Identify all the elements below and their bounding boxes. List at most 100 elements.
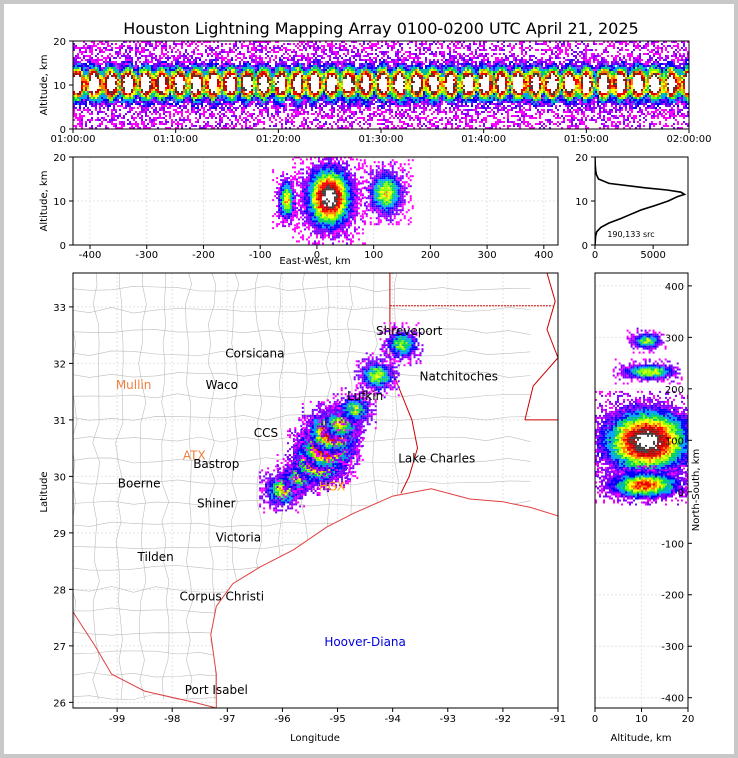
th-cell (181, 109, 183, 111)
th-cell (235, 89, 237, 91)
th-cell (123, 89, 125, 91)
th-cell (223, 63, 225, 65)
th-cell (283, 111, 285, 113)
th-cell (379, 123, 381, 125)
th-cell (289, 93, 291, 95)
th-cell (87, 73, 89, 75)
th-cell (383, 67, 385, 69)
th-cell (263, 89, 265, 91)
th-cell (363, 97, 365, 99)
th-cell (155, 97, 157, 99)
th-cell (211, 77, 213, 79)
th-cell (147, 83, 149, 85)
th-cell (213, 79, 215, 81)
th-cell (383, 79, 385, 81)
th-cell (271, 115, 273, 117)
th-cell (277, 109, 279, 111)
th-cell (339, 81, 341, 83)
th-cell (127, 79, 129, 81)
th-cell (131, 91, 133, 93)
th-cell (151, 83, 153, 85)
th-cell (343, 97, 345, 99)
th-cell (183, 75, 185, 77)
th-cell (295, 93, 297, 95)
th-cell (335, 53, 337, 55)
th-cell (285, 63, 287, 65)
th-cell (99, 105, 101, 107)
th-cell (301, 85, 303, 87)
th-cell (85, 101, 87, 103)
th-cell (105, 67, 107, 69)
th-cell (377, 65, 379, 67)
th-cell (233, 87, 235, 89)
th-cell (221, 95, 223, 97)
th-cell (211, 95, 213, 97)
th-cell (385, 53, 387, 55)
th-cell (367, 93, 369, 95)
th-cell (301, 87, 303, 89)
th-cell (359, 95, 361, 97)
th-cell (151, 125, 153, 127)
th-cell (107, 81, 109, 83)
th-cell (213, 95, 215, 97)
th-cell (185, 95, 187, 97)
th-cell (303, 101, 305, 103)
th-cell (201, 127, 203, 129)
th-cell (247, 115, 249, 117)
th-cell (117, 81, 119, 83)
th-cell (127, 69, 129, 71)
th-cell (147, 41, 149, 43)
th-cell (163, 81, 165, 83)
th-cell (121, 75, 123, 77)
th-cell (141, 111, 143, 113)
th-cell (99, 93, 101, 95)
th-cell (241, 65, 243, 67)
th-cell (211, 103, 213, 105)
th-cell (93, 71, 95, 73)
th-cell (121, 45, 123, 47)
th-cell (109, 61, 111, 63)
th-cell (383, 75, 385, 77)
th-cell (175, 97, 177, 99)
th-cell (93, 79, 95, 81)
th-cell (371, 47, 373, 49)
th-cell (117, 67, 119, 69)
th-cell (257, 67, 259, 69)
th-cell (279, 95, 281, 97)
th-cell (97, 77, 99, 79)
th-cell (299, 125, 301, 127)
th-cell (349, 91, 351, 93)
th-cell (245, 127, 247, 129)
th-cell (161, 71, 163, 73)
th-cell (233, 51, 235, 53)
th-cell (73, 91, 75, 93)
th-cell (113, 77, 115, 79)
th-cell (195, 77, 197, 79)
th-cell (81, 115, 83, 117)
th-cell (155, 81, 157, 83)
th-cell (245, 67, 247, 69)
th-cell (259, 51, 261, 53)
th-cell (179, 81, 181, 83)
th-cell (387, 45, 389, 47)
th-cell (215, 89, 217, 91)
th-cell (123, 77, 125, 79)
th-cell (233, 43, 235, 45)
th-cell (237, 79, 239, 81)
th-cell (333, 85, 335, 87)
th-cell (341, 87, 343, 89)
th-cell (241, 75, 243, 77)
th-cell (351, 93, 353, 95)
th-cell (123, 121, 125, 123)
th-cell (221, 81, 223, 83)
th-cell (225, 81, 227, 83)
th-cell (195, 89, 197, 91)
th-cell (289, 79, 291, 81)
th-cell (279, 73, 281, 75)
th-cell (81, 81, 83, 83)
th-cell (119, 85, 121, 87)
th-cell (377, 81, 379, 83)
th-cell (97, 97, 99, 99)
th-cell (293, 95, 295, 97)
th-cell (327, 113, 329, 115)
